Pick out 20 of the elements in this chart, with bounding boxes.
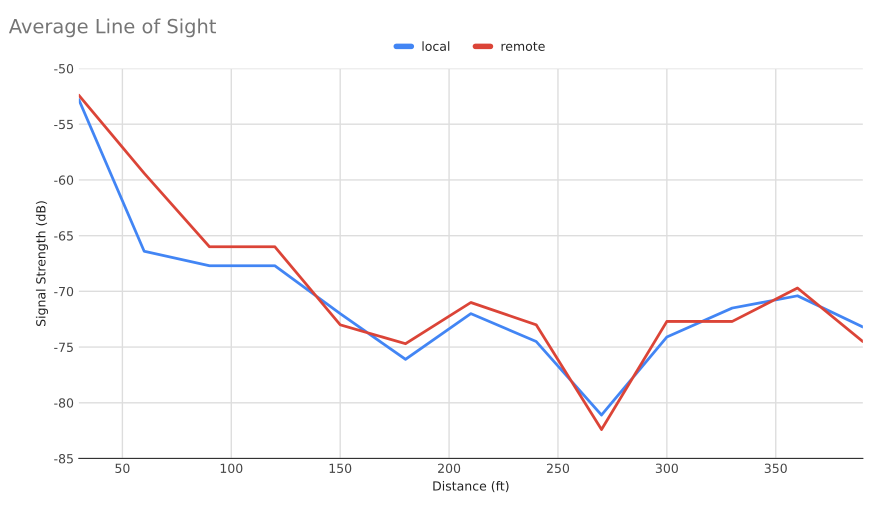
- y-tick-label: -85: [54, 454, 73, 464]
- y-tick-label: -75: [54, 342, 73, 352]
- x-tick-label: 150: [330, 464, 352, 474]
- x-axis-title: Distance (ft): [433, 481, 509, 492]
- y-tick-label: -60: [54, 175, 74, 185]
- y-axis-title: Signal Strength (dB): [36, 201, 48, 326]
- x-tick-label: 200: [438, 464, 460, 474]
- x-tick-label: 50: [115, 464, 130, 474]
- legend-label: local: [422, 41, 450, 51]
- y-tick-label: -80: [54, 398, 74, 408]
- y-tick-label: -50: [54, 64, 74, 74]
- chart-title: Average Line of Sight: [8, 18, 216, 38]
- x-tick-label: 250: [546, 464, 570, 474]
- x-tick-label: 100: [220, 464, 242, 474]
- legend-label: remote: [502, 42, 545, 51]
- y-tick-label: -70: [54, 286, 74, 296]
- y-tick-label: -65: [54, 231, 73, 241]
- y-tick-label: -55: [54, 120, 73, 130]
- x-tick-label: 300: [656, 464, 678, 474]
- x-tick-label: 350: [764, 464, 787, 474]
